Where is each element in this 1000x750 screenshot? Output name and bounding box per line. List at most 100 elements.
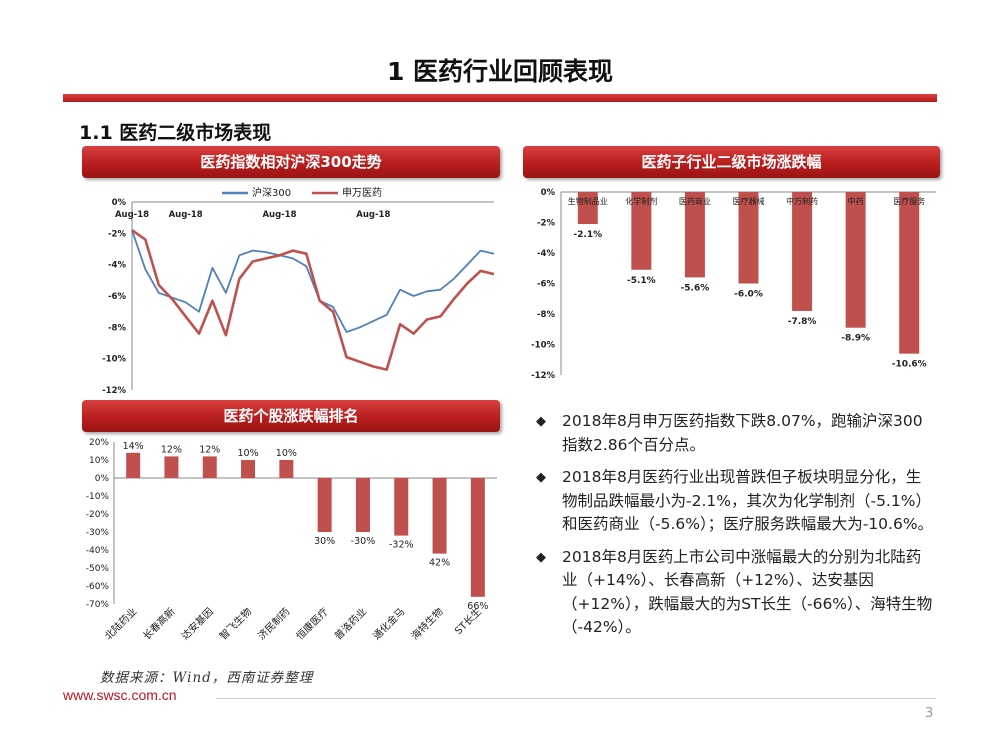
bar-value-label: 42% xyxy=(429,558,450,569)
y-tick-label: -30% xyxy=(86,528,110,538)
category-label: 北陆药业 xyxy=(102,605,139,642)
y-tick-label: 10% xyxy=(89,456,109,466)
category-label: 医药商业 xyxy=(679,196,711,206)
bar xyxy=(792,192,813,311)
x-tick-label: Aug-18 xyxy=(115,210,149,220)
bar xyxy=(126,452,141,478)
y-tick-label: 0% xyxy=(541,188,556,198)
bar xyxy=(577,192,598,225)
y-tick-label: -4% xyxy=(537,249,555,259)
bar xyxy=(279,460,294,478)
y-tick-label: -10% xyxy=(86,492,110,502)
y-tick-label: -50% xyxy=(86,564,110,574)
category-label: 达安基因 xyxy=(178,605,215,642)
bar-value-label: -5.1% xyxy=(627,276,656,286)
category-label: 长春高新 xyxy=(140,605,177,642)
website-link[interactable]: www.swsc.com.cn xyxy=(63,687,177,703)
bar-value-label: -6.0% xyxy=(734,290,763,300)
y-tick-label: -40% xyxy=(86,546,110,556)
y-tick-label: -60% xyxy=(86,582,110,592)
bar-value-label: -32% xyxy=(389,540,414,551)
diamond-icon: ◆ xyxy=(536,549,546,565)
bar-value-label: 30% xyxy=(314,536,335,547)
bar-value-label: 14% xyxy=(123,441,144,452)
category-label: 中药 xyxy=(848,196,864,206)
y-tick-label: -8% xyxy=(108,323,126,333)
bar-value-label: -7.8% xyxy=(788,317,817,327)
bar xyxy=(394,478,409,536)
bullet-item: ◆ 2018年8月申万医药指数下跌8.07%，跑输沪深300指数2.86个百分点。 xyxy=(536,412,923,454)
sub-chart-panel: 0% -2% -4% -6% -8% -10% -12% -2.1% 生物制品业 -5.1% 化学制… xyxy=(521,170,941,385)
y-tick-label: -10% xyxy=(531,341,555,351)
bar-value-label: -8.9% xyxy=(841,334,870,344)
x-tick-label: Aug-18 xyxy=(169,210,203,220)
y-tick-label: -20% xyxy=(86,510,110,520)
bar xyxy=(845,192,866,328)
bullet-item: ◆ 2018年8月医药行业出现普跌但子板块明显分化，生物制品跌幅最小为-2.1%，… xyxy=(536,468,934,533)
y-tick-label: -2% xyxy=(537,219,555,229)
bar xyxy=(738,192,759,284)
diamond-icon: ◆ xyxy=(536,414,546,429)
bar-value-label: -5.6% xyxy=(681,283,710,293)
x-tick-label: Aug-18 xyxy=(356,210,390,220)
category-label: 化学制剂 xyxy=(625,196,657,206)
bar-value-label: -10.6% xyxy=(892,360,927,370)
bar xyxy=(241,460,256,478)
legend-label: 沪深300 xyxy=(252,186,291,199)
category-label: 海特生物 xyxy=(408,605,445,642)
y-tick-label: 0% xyxy=(112,198,127,208)
bar-value-label: 12% xyxy=(199,444,220,455)
category-label: 恒康医疗 xyxy=(293,605,330,642)
legend-label: 申万医药 xyxy=(342,186,382,199)
bar-value-label: -2.1% xyxy=(573,230,602,240)
y-tick-label: -70% xyxy=(86,600,110,610)
bar-value-label: 10% xyxy=(276,448,297,459)
section-heading: 1.1 医药二级市场表现 xyxy=(79,122,272,144)
y-tick-label: 20% xyxy=(89,438,109,448)
y-tick-label: -8% xyxy=(537,310,555,320)
line-chart: 0% -2% -4% -6% -8% -10% -12% Aug-18 Aug-18 Aug-18… xyxy=(102,186,495,396)
y-tick-label: -12% xyxy=(102,386,126,396)
series-line xyxy=(131,229,495,333)
page-number: 3 xyxy=(925,706,934,721)
category-label: 通化金马 xyxy=(370,605,407,642)
category-label: 普洛药业 xyxy=(332,605,369,642)
x-tick-label: Aug-18 xyxy=(262,210,296,220)
bar-value-label: -30% xyxy=(351,536,376,547)
y-tick-label: -2% xyxy=(108,229,126,239)
bar-value-label: 10% xyxy=(237,448,258,459)
y-tick-label: -10% xyxy=(102,355,126,365)
category-label: 智飞生物 xyxy=(217,605,254,642)
y-tick-label: -12% xyxy=(531,371,555,381)
bar xyxy=(202,456,217,478)
bullet-item: ◆ 2018年8月医药上市公司中涨幅最大的分别为北陆药业（+14%）、长春高新（+… xyxy=(536,547,933,637)
bar xyxy=(684,192,705,278)
bar xyxy=(432,478,447,554)
bar xyxy=(355,478,370,532)
bar xyxy=(899,192,920,354)
series-line xyxy=(131,229,495,371)
y-tick-label: -6% xyxy=(537,280,555,290)
bar xyxy=(317,478,332,532)
summary-bullets: ◆ 2018年8月申万医药指数下跌8.07%，跑输沪深300指数2.86个百分点。… xyxy=(536,410,936,649)
stock-ranking-chart: 20% 10% 0% -10% -20% -30% -40% -50% -60% -70% 14% 北… xyxy=(86,438,497,642)
line-chart-banner: 医药指数相对沪深300走势 xyxy=(82,146,500,178)
category-label: 医疗服务 xyxy=(893,196,925,206)
bar xyxy=(470,478,485,597)
bar-value-label: 66% xyxy=(467,601,488,612)
bar-value-label: 12% xyxy=(161,444,182,455)
stock-chart-banner: 医药个股涨跌幅排名 xyxy=(82,400,500,432)
diamond-icon: ◆ xyxy=(536,470,546,485)
line-chart-panel: 0% -2% -4% -6% -8% -10% -12% Aug-18 Aug-18 Aug-18… xyxy=(82,168,502,400)
sub-industry-chart: 0% -2% -4% -6% -8% -10% -12% -2.1% 生物制品业 -5.1% 化学制… xyxy=(531,188,936,381)
stock-chart-panel: 20% 10% 0% -10% -20% -30% -40% -50% -60% -70% 14% 北… xyxy=(82,422,502,662)
page-title: 1 医药行业回顾表现 xyxy=(386,57,614,86)
category-label: 医疗器械 xyxy=(733,196,765,206)
y-tick-label: -6% xyxy=(108,292,126,302)
category-label: 中万制药 xyxy=(786,196,818,206)
bar xyxy=(631,192,652,270)
y-tick-label: -4% xyxy=(108,261,126,271)
bar xyxy=(164,456,179,478)
data-source-note: 数据来源：Wind，西南证券整理 xyxy=(100,670,314,686)
category-label: 生物制品业 xyxy=(568,196,608,206)
